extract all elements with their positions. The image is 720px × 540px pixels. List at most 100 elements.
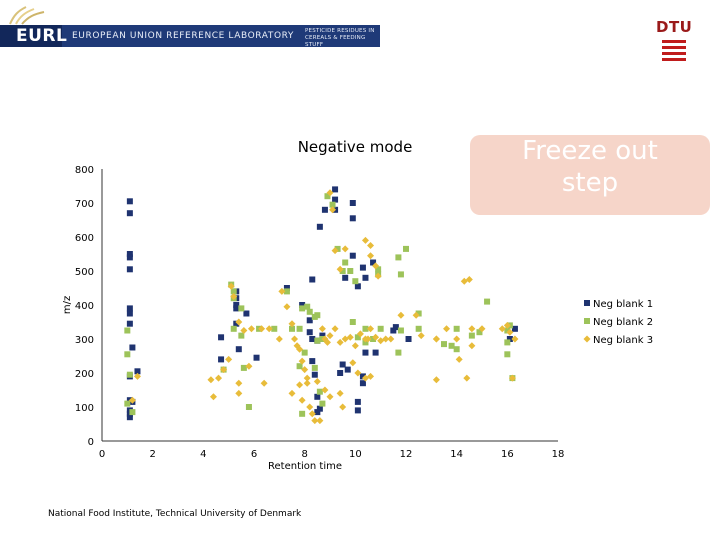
data-point-series-1 xyxy=(405,336,412,342)
x-tick-label: 12 xyxy=(400,449,413,460)
data-point-series-3 xyxy=(336,338,344,346)
lab-subtitle: PESTICIDE RESIDUES IN CEREALS & FEEDING … xyxy=(305,28,375,48)
data-point-series-2 xyxy=(352,278,359,285)
x-tick-label: 0 xyxy=(99,449,105,460)
x-tick-label: 10 xyxy=(349,449,362,460)
data-point-series-2 xyxy=(124,351,131,358)
data-point-series-2 xyxy=(453,346,460,353)
data-point-series-3 xyxy=(432,335,440,343)
data-point-series-1 xyxy=(319,332,326,339)
data-point-series-2 xyxy=(468,332,475,339)
data-point-series-2 xyxy=(504,351,511,358)
y-tick-label: 500 xyxy=(75,267,94,278)
data-point-series-3 xyxy=(387,335,395,343)
data-point-series-2 xyxy=(316,388,323,395)
data-point-series-1 xyxy=(392,324,399,331)
data-point-series-3 xyxy=(453,335,461,343)
data-point-series-2 xyxy=(299,410,306,417)
data-point-series-3 xyxy=(209,393,217,401)
data-point-series-2 xyxy=(362,325,369,332)
data-point-series-3 xyxy=(311,417,319,425)
data-point-series-3 xyxy=(303,374,311,382)
data-point-series-3 xyxy=(245,362,253,370)
data-point-series-2 xyxy=(306,308,313,315)
data-point-series-1 xyxy=(362,274,369,281)
data-point-series-2 xyxy=(314,337,321,344)
x-tick-label: 18 xyxy=(552,449,565,460)
data-point-series-1 xyxy=(126,414,133,421)
data-point-series-3 xyxy=(367,372,375,380)
data-point-series-2 xyxy=(415,310,422,317)
data-point-series-3 xyxy=(511,335,519,343)
dtu-logo-text: DTU xyxy=(656,18,693,36)
data-point-series-3 xyxy=(506,328,514,336)
y-axis-label: m/z xyxy=(62,296,73,314)
data-point-series-3 xyxy=(298,396,306,404)
data-point-series-1 xyxy=(339,361,346,368)
data-point-series-1 xyxy=(354,283,361,290)
data-point-series-1 xyxy=(126,254,133,261)
data-point-series-3 xyxy=(278,287,286,295)
data-point-series-1 xyxy=(299,302,306,308)
data-point-series-3 xyxy=(133,372,141,380)
data-point-series-3 xyxy=(240,327,248,334)
x-tick-label: 4 xyxy=(200,449,206,460)
data-point-series-3 xyxy=(361,236,369,244)
freeze-out-callout: Freeze out step xyxy=(470,135,710,215)
data-point-series-2 xyxy=(304,303,311,310)
data-point-series-3 xyxy=(346,333,354,341)
data-point-series-3 xyxy=(308,410,316,418)
data-point-series-1 xyxy=(332,196,339,203)
data-point-series-3 xyxy=(215,374,223,382)
x-tick-label: 6 xyxy=(251,449,257,460)
data-point-series-1 xyxy=(235,346,242,353)
data-point-series-3 xyxy=(503,321,511,329)
data-point-series-3 xyxy=(329,206,337,214)
data-point-series-2 xyxy=(377,325,384,332)
legend-marker-2 xyxy=(584,318,590,324)
x-tick-label: 2 xyxy=(149,449,155,460)
data-point-series-3 xyxy=(288,320,296,328)
data-point-series-1 xyxy=(126,210,133,217)
x-axis-label: Retention time xyxy=(268,461,342,472)
data-point-series-2 xyxy=(314,312,321,319)
data-point-series-3 xyxy=(372,262,380,270)
data-point-series-3 xyxy=(291,335,299,343)
data-point-series-3 xyxy=(339,403,347,411)
data-point-series-3 xyxy=(323,338,331,346)
eurl-wheat-icon xyxy=(9,6,45,25)
data-point-series-1 xyxy=(311,371,318,378)
data-point-series-2 xyxy=(129,409,136,416)
dtu-logo-bar xyxy=(662,52,686,55)
data-point-series-1 xyxy=(134,368,141,375)
dtu-logo-bar xyxy=(662,46,686,49)
data-point-series-3 xyxy=(351,342,359,350)
data-point-series-2 xyxy=(289,325,295,332)
data-point-series-1 xyxy=(126,320,133,327)
data-point-series-2 xyxy=(238,305,245,312)
data-point-series-3 xyxy=(283,303,291,311)
data-point-series-3 xyxy=(478,325,486,333)
y-tick-label: 800 xyxy=(75,165,94,176)
data-point-series-1 xyxy=(309,358,316,365)
data-point-series-3 xyxy=(296,345,304,353)
data-point-series-1 xyxy=(309,336,316,342)
data-point-series-2 xyxy=(301,349,308,356)
data-point-series-1 xyxy=(233,302,240,308)
dtu-logo: DTU xyxy=(656,18,692,68)
data-point-series-2 xyxy=(299,305,306,312)
data-point-series-3 xyxy=(258,325,266,333)
data-point-series-2 xyxy=(311,364,318,371)
data-point-series-3 xyxy=(316,417,324,425)
y-tick-label: 300 xyxy=(75,335,94,346)
data-point-series-1 xyxy=(359,380,366,387)
data-point-series-1 xyxy=(126,310,133,317)
data-point-series-3 xyxy=(508,374,516,382)
data-point-series-2 xyxy=(448,342,455,349)
data-point-series-2 xyxy=(504,339,511,346)
data-point-series-1 xyxy=(354,398,361,405)
data-point-series-1 xyxy=(314,409,321,416)
data-point-series-1 xyxy=(218,334,225,341)
data-point-series-2 xyxy=(395,254,402,261)
y-tick-label: 200 xyxy=(75,369,94,380)
